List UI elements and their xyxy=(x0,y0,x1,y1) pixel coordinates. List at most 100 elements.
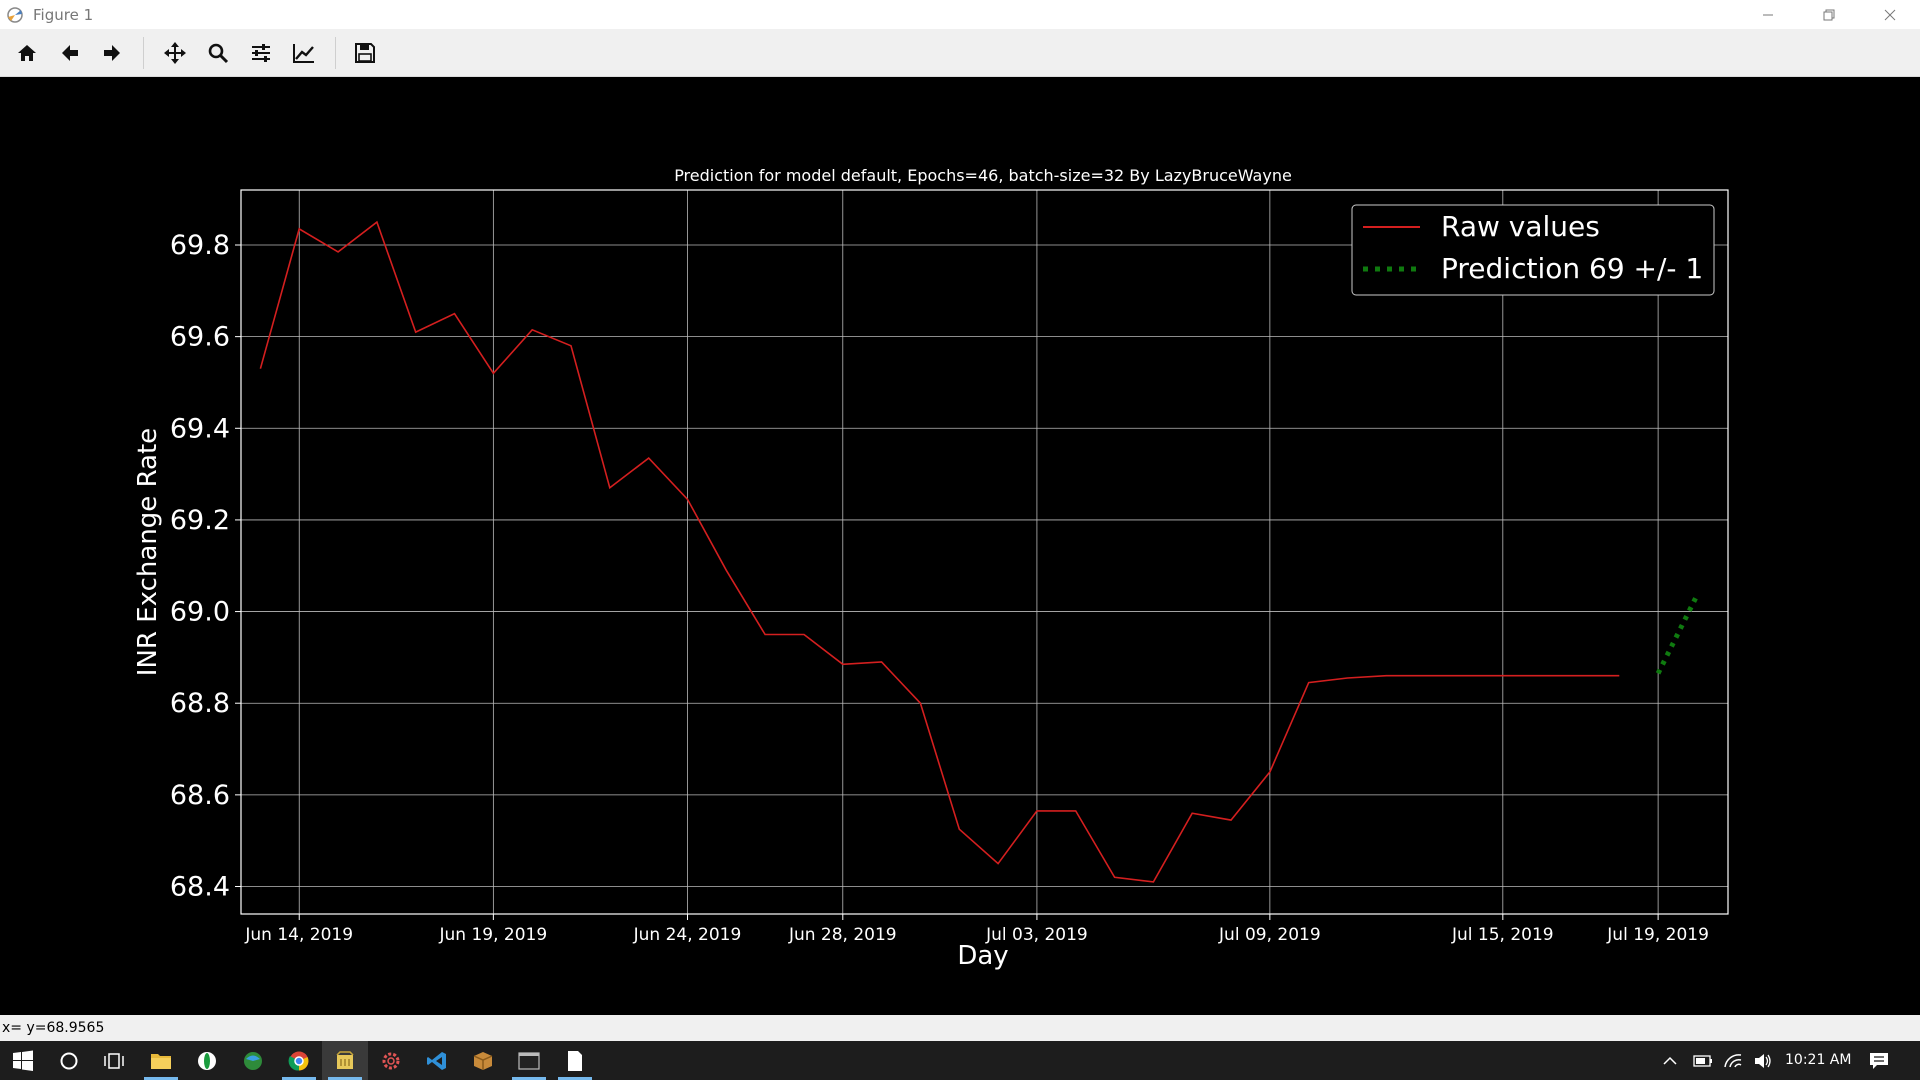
toolbar-separator xyxy=(143,37,144,69)
axes-frame xyxy=(240,189,1729,915)
start-button[interactable] xyxy=(0,1041,46,1080)
taskbar-package[interactable] xyxy=(460,1041,506,1080)
x-axis-ticks: Jun 14, 2019 Jun 19, 2019 Jun 24, 2019 Jun … xyxy=(244,914,1709,945)
y-tick-label: 69.2 xyxy=(170,505,230,536)
taskbar-settings[interactable] xyxy=(368,1041,414,1080)
wifi-icon xyxy=(1724,1053,1742,1067)
package-icon xyxy=(473,1051,493,1070)
vscode-icon xyxy=(427,1051,446,1070)
legend-prediction-label: Prediction 69 +/- 1 xyxy=(1441,252,1703,285)
x-tick-label: Jul 09, 2019 xyxy=(1218,925,1321,945)
configure-subplots-icon xyxy=(252,44,270,62)
taskbar-notepad[interactable] xyxy=(552,1041,598,1080)
series-layer xyxy=(259,220,1700,883)
edit-axis-button[interactable] xyxy=(289,38,319,68)
window-title-bar: Figure 1 xyxy=(0,0,1920,29)
matplotlib-app-icon xyxy=(7,6,23,23)
x-tick-label: Jun 28, 2019 xyxy=(788,925,897,945)
zoom-button[interactable] xyxy=(203,38,233,68)
running-indicator xyxy=(282,1077,316,1080)
window-title: Figure 1 xyxy=(33,5,94,24)
y-tick-label: 69.0 xyxy=(170,597,230,628)
x-tick-label: Jun 14, 2019 xyxy=(244,925,353,945)
forward-button[interactable] xyxy=(97,38,127,68)
y-tick-label: 68.6 xyxy=(170,780,230,811)
running-indicator xyxy=(328,1077,362,1080)
taskbar-terminal[interactable] xyxy=(506,1041,552,1080)
app-icon-green xyxy=(198,1051,216,1070)
windows-taskbar: 10:21 AM xyxy=(0,1041,1920,1080)
back-button[interactable] xyxy=(55,38,85,68)
taskbar-app-green[interactable] xyxy=(184,1041,230,1080)
chrome-icon xyxy=(288,1051,309,1071)
figure-canvas[interactable]: Jun 14, 2019 Jun 19, 2019 Jun 24, 2019 Jun … xyxy=(0,77,1920,1015)
windows-start-icon xyxy=(13,1050,33,1071)
cortana-icon xyxy=(60,1052,78,1069)
show-hidden-icons-button[interactable] xyxy=(1652,1041,1688,1080)
taskbar-app-edge[interactable] xyxy=(230,1041,276,1080)
legend: Raw values Prediction 69 +/- 1 xyxy=(1351,204,1715,296)
save-button[interactable] xyxy=(350,38,380,68)
edit-axis-icon xyxy=(293,44,314,63)
volume-button[interactable] xyxy=(1748,1041,1778,1080)
notepad-icon xyxy=(568,1050,582,1071)
volume-icon xyxy=(1755,1053,1771,1068)
home-icon xyxy=(18,45,36,61)
x-tick-label: Jul 19, 2019 xyxy=(1606,925,1709,945)
notification-icon xyxy=(1870,1052,1888,1069)
grid xyxy=(241,190,1728,914)
toolbar-separator xyxy=(335,37,336,69)
prediction-line xyxy=(1655,594,1700,675)
y-tick-label: 68.8 xyxy=(170,688,230,719)
x-tick-label: Jun 19, 2019 xyxy=(439,925,548,945)
forward-arrow-icon xyxy=(104,45,120,61)
settings-gear-icon xyxy=(382,1052,400,1069)
status-bar: x= y=68.9565 xyxy=(0,1015,1920,1041)
cursor-coordinates: x= y=68.9565 xyxy=(2,1020,105,1036)
taskbar-vscode[interactable] xyxy=(414,1041,460,1080)
minimize-icon xyxy=(1762,14,1773,15)
y-axis-label: INR Exchange Rate xyxy=(133,428,163,676)
zoom-icon xyxy=(208,43,229,64)
running-indicator xyxy=(558,1077,592,1080)
network-button[interactable] xyxy=(1718,1041,1748,1080)
home-button[interactable] xyxy=(12,38,42,68)
chevron-up-icon xyxy=(1663,1056,1677,1065)
legend-raw-label: Raw values xyxy=(1441,210,1600,243)
taskbar-chrome[interactable] xyxy=(276,1041,322,1080)
x-tick-label: Jul 03, 2019 xyxy=(985,925,1088,945)
y-tick-label: 68.4 xyxy=(170,872,230,903)
y-tick-label: 69.4 xyxy=(170,413,230,444)
line-chart: Jun 14, 2019 Jun 19, 2019 Jun 24, 2019 Jun … xyxy=(133,166,1729,971)
terminal-icon xyxy=(518,1051,540,1070)
cortana-button[interactable] xyxy=(46,1041,92,1080)
battery-icon xyxy=(1693,1054,1712,1067)
action-center-button[interactable] xyxy=(1856,1041,1902,1080)
restore-button[interactable] xyxy=(1798,0,1859,29)
battery-button[interactable] xyxy=(1688,1041,1718,1080)
taskbar-file-explorer[interactable] xyxy=(138,1041,184,1080)
taskbar-clock[interactable]: 10:21 AM xyxy=(1785,1052,1852,1068)
x-axis-label: Day xyxy=(957,941,1008,971)
y-tick-label: 69.8 xyxy=(170,230,230,261)
running-indicator xyxy=(512,1077,546,1080)
raw-values-line xyxy=(259,220,1620,883)
close-icon xyxy=(1884,9,1895,20)
back-arrow-icon xyxy=(62,45,78,61)
configure-subplots-button[interactable] xyxy=(246,38,276,68)
save-icon xyxy=(355,43,375,63)
pan-button[interactable] xyxy=(160,38,190,68)
app-icon-edge xyxy=(244,1051,262,1070)
restore-icon xyxy=(1823,9,1834,20)
file-explorer-icon xyxy=(151,1053,171,1069)
running-indicator xyxy=(144,1077,178,1080)
task-view-icon xyxy=(104,1052,124,1069)
chart-title: Prediction for model default, Epochs=46,… xyxy=(674,166,1292,185)
y-axis-ticks: 68.4 68.6 68.8 69.0 69.2 69.4 69.6 69.8 xyxy=(170,230,241,903)
close-button[interactable] xyxy=(1859,0,1920,29)
x-tick-label: Jun 24, 2019 xyxy=(633,925,742,945)
minimize-button[interactable] xyxy=(1737,0,1798,29)
x-tick-label: Jul 15, 2019 xyxy=(1451,925,1554,945)
taskbar-python-figure[interactable] xyxy=(322,1041,368,1080)
task-view-button[interactable] xyxy=(92,1041,138,1080)
